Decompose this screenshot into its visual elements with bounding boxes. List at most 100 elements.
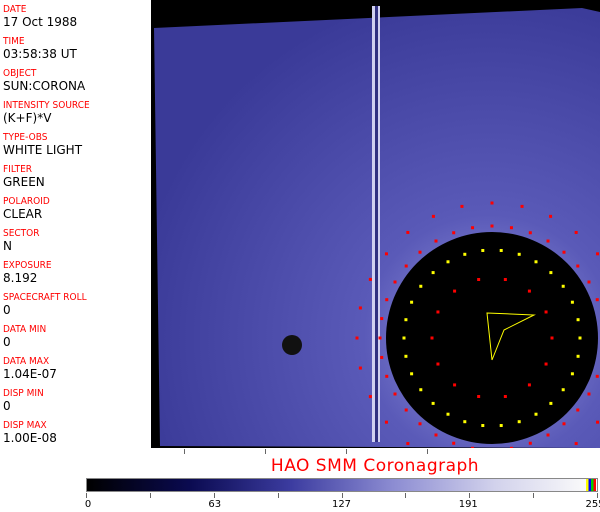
field-value: CLEAR [3, 207, 43, 221]
field-exposure: EXPOSURE 8.192 [3, 260, 151, 292]
overlay-dot-red [509, 226, 513, 230]
overlay-dot-red [385, 298, 389, 302]
field-spacecraft-roll: SPACECRAFT ROLL 0 [3, 292, 151, 324]
overlay-dot-red [384, 252, 388, 256]
overlay-dot-red [453, 289, 457, 293]
colorbar-tick [405, 493, 407, 498]
field-label: POLAROID [3, 196, 50, 207]
colorbar-tick [86, 493, 87, 498]
field-value: GREEN [3, 175, 45, 189]
colorbar-tick [149, 493, 151, 498]
axis-tick [265, 449, 266, 454]
field-label: SECTOR [3, 228, 40, 239]
overlay-dot-red [477, 394, 481, 398]
field-value: 0 [3, 303, 11, 317]
overlay-dot-yellow [404, 354, 408, 358]
overlay-dot-red [490, 224, 494, 228]
field-value: 8.192 [3, 271, 38, 285]
field-value: 17 Oct 1988 [3, 15, 78, 29]
overlay-dot-red [527, 289, 531, 293]
overlay-dot-yellow [561, 284, 565, 288]
overlay-dot-yellow [576, 354, 580, 358]
overlay-dot-red [550, 336, 554, 340]
overlay-dot-red [587, 392, 591, 396]
field-object: OBJECT SUN:CORONA [3, 68, 151, 100]
colorbar-tick [469, 493, 471, 498]
dark-spot [282, 335, 302, 355]
overlay-dot-red [404, 408, 408, 412]
overlay-dot-red [596, 252, 600, 256]
field-data-max: DATA MAX 1.04E-07 [3, 356, 151, 388]
overlay-dot-yellow [561, 388, 565, 392]
field-label: TYPE-OBS [3, 132, 48, 143]
overlay-dot-yellow [549, 401, 553, 405]
overlay-dot-red [546, 433, 550, 437]
field-value: WHITE LIGHT [3, 143, 83, 157]
field-value: SUN:CORONA [3, 79, 86, 93]
field-value: (K+F)*V [3, 111, 52, 125]
overlay-dot-red [549, 214, 553, 218]
overlay-dot-red [490, 201, 494, 205]
overlay-dot-red [587, 280, 591, 284]
overlay-dot-red [452, 441, 456, 445]
overlay-dot-yellow [463, 420, 467, 424]
overlay-dot-red [436, 310, 440, 314]
overlay-dot-red [460, 204, 464, 208]
overlay-dot-red [544, 310, 548, 314]
overlay-dot-yellow [410, 300, 414, 304]
overlay-dot-yellow [549, 271, 553, 275]
field-date: DATE 17 Oct 1988 [3, 4, 151, 36]
overlay-dot-red [358, 306, 362, 310]
overlay-dot-red [378, 336, 382, 340]
colorbar-tick-label: 191 [458, 499, 478, 510]
overlay-dot-yellow [517, 252, 521, 256]
colorbar-tick [533, 493, 535, 498]
overlay-dot-red [595, 374, 599, 378]
overlay-dot-yellow [481, 248, 485, 252]
overlay-dot-red [384, 420, 388, 424]
field-label: DATA MIN [3, 324, 47, 335]
field-sector: SECTOR N [3, 228, 151, 260]
field-label: DISP MIN [3, 388, 44, 399]
overlay-dot-red [576, 408, 580, 412]
overlay-dot-red [385, 374, 389, 378]
overlay-dot-red [434, 239, 438, 243]
overlay-dot-red [528, 441, 532, 445]
overlay-dot-red [527, 383, 531, 387]
overlay-dot-yellow [576, 318, 580, 322]
colorbar-tick-label: 0 [84, 499, 92, 510]
overlay-dot-red [404, 264, 408, 268]
coronagraph-image [152, 0, 600, 475]
overlay-dot-red [418, 422, 422, 426]
field-label: OBJECT [3, 68, 37, 79]
overlay-dot-yellow [446, 412, 450, 416]
overlay-dot-red [393, 280, 397, 284]
overlay-dot-yellow [534, 260, 538, 264]
overlay-dot-red [406, 442, 410, 446]
field-value: 0 [3, 399, 11, 413]
field-label: DATE [3, 4, 27, 15]
overlay-dot-red [368, 395, 372, 399]
overlay-dot-red [595, 298, 599, 302]
field-label: INTENSITY SOURCE [3, 100, 90, 111]
overlay-dot-yellow [419, 284, 423, 288]
field-type-obs: TYPE-OBS WHITE LIGHT [3, 132, 151, 164]
overlay-dot-red [358, 366, 362, 370]
field-label: DISP MAX [3, 420, 47, 431]
colorbar-tick-label: 127 [331, 499, 352, 510]
colorbar-markers [586, 479, 596, 491]
overlay-dot-yellow [463, 252, 467, 256]
field-label: EXPOSURE [3, 260, 52, 271]
field-polaroid: POLAROID CLEAR [3, 196, 151, 228]
coronagraph-image-svg [154, 6, 600, 475]
overlay-dot-red [576, 264, 580, 268]
overlay-dot-red [520, 204, 524, 208]
overlay-dot-red [544, 362, 548, 366]
axis-tick [184, 449, 185, 454]
field-disp-min: DISP MIN 0 [3, 388, 151, 420]
field-value: 1.04E-07 [3, 367, 57, 381]
overlay-dot-red [477, 278, 481, 282]
field-label: SPACECRAFT ROLL [3, 292, 87, 303]
overlay-dot-red [562, 422, 566, 426]
overlay-dot-red [393, 392, 397, 396]
